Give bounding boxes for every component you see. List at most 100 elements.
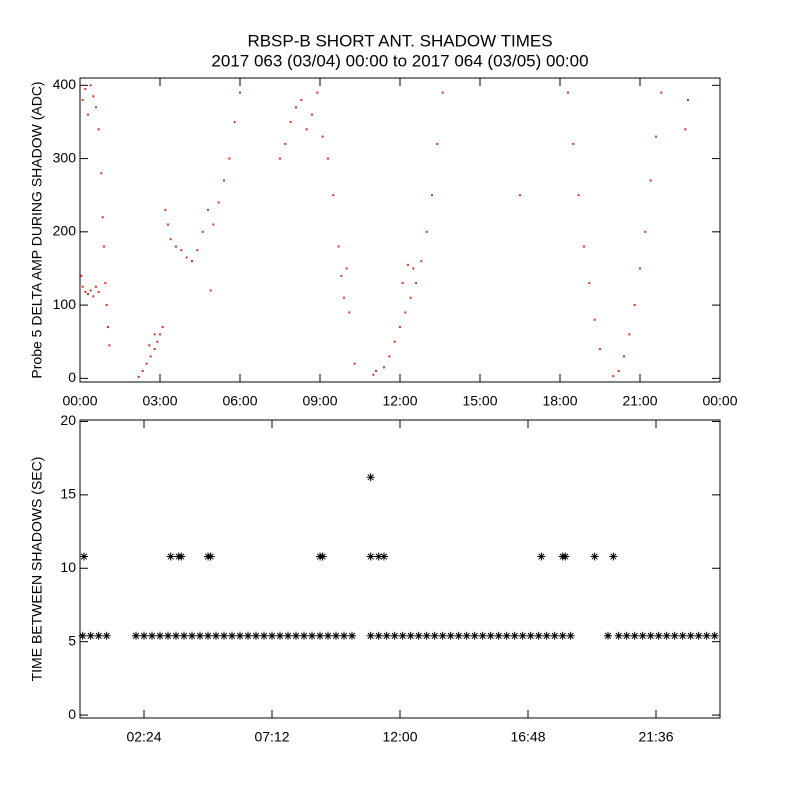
- point: [268, 631, 276, 640]
- point: [567, 91, 569, 94]
- y-tick-label: 15: [60, 486, 76, 502]
- point: [353, 362, 356, 365]
- point: [244, 631, 252, 640]
- point: [196, 631, 204, 640]
- point: [321, 135, 324, 138]
- point: [420, 260, 423, 263]
- x-tick-label: 02:24: [126, 729, 161, 745]
- point: [167, 223, 169, 226]
- point: [393, 340, 396, 343]
- point: [279, 157, 281, 160]
- point: [431, 194, 433, 197]
- point: [343, 296, 345, 299]
- point: [148, 631, 156, 640]
- x-tick-label: 21:36: [638, 729, 673, 745]
- point: [180, 631, 188, 640]
- point: [340, 631, 348, 640]
- point: [612, 375, 615, 378]
- point: [644, 230, 647, 233]
- point: [670, 631, 679, 640]
- point: [577, 194, 580, 197]
- x-tick-label: 00:00: [62, 393, 97, 409]
- point: [140, 631, 148, 640]
- point: [526, 631, 535, 640]
- point: [374, 631, 383, 640]
- point: [97, 128, 100, 131]
- point: [94, 631, 103, 640]
- point: [196, 249, 199, 252]
- point: [84, 290, 87, 293]
- point: [164, 631, 172, 640]
- point: [300, 631, 308, 640]
- point: [156, 631, 164, 640]
- point: [649, 179, 652, 182]
- point: [678, 631, 687, 640]
- point: [81, 98, 84, 101]
- point: [175, 245, 177, 248]
- point: [382, 631, 391, 640]
- point: [148, 344, 151, 347]
- point: [159, 333, 161, 336]
- point: [550, 631, 559, 640]
- point: [534, 631, 543, 640]
- point: [105, 304, 108, 307]
- point: [438, 631, 447, 640]
- point: [166, 552, 175, 561]
- point: [201, 230, 204, 233]
- point: [161, 326, 164, 329]
- point: [185, 256, 188, 259]
- point: [599, 348, 601, 351]
- point: [366, 631, 375, 640]
- point: [137, 375, 140, 378]
- point: [233, 120, 236, 123]
- point: [95, 285, 97, 288]
- point: [415, 282, 417, 285]
- point: [684, 128, 687, 131]
- point: [486, 631, 495, 640]
- point: [212, 223, 215, 226]
- point: [188, 631, 196, 640]
- x-tick-label: 03:00: [142, 393, 177, 409]
- point: [383, 366, 385, 369]
- point: [412, 267, 415, 270]
- point: [95, 106, 97, 109]
- point: [407, 263, 409, 266]
- point: [660, 91, 663, 94]
- point: [710, 631, 719, 640]
- point: [623, 355, 625, 358]
- point: [164, 208, 167, 211]
- point: [662, 631, 671, 640]
- point: [430, 631, 439, 640]
- point: [590, 552, 599, 561]
- point: [399, 326, 401, 329]
- point: [212, 631, 220, 640]
- point: [572, 142, 575, 145]
- point: [324, 631, 332, 640]
- point: [422, 631, 431, 640]
- point: [172, 631, 180, 640]
- point: [494, 631, 503, 640]
- point: [156, 340, 159, 343]
- point: [537, 552, 546, 561]
- point: [252, 631, 260, 640]
- point: [169, 238, 172, 241]
- point: [260, 631, 268, 640]
- point: [401, 282, 404, 285]
- point: [388, 355, 391, 358]
- point: [104, 282, 107, 285]
- point: [588, 282, 591, 285]
- point: [694, 631, 703, 640]
- point: [316, 91, 319, 94]
- point: [414, 631, 423, 640]
- point: [390, 631, 399, 640]
- point: [191, 260, 193, 263]
- point: [409, 296, 412, 299]
- point: [609, 552, 618, 561]
- point: [558, 631, 567, 640]
- point: [638, 631, 647, 640]
- point: [89, 84, 92, 87]
- point: [207, 208, 209, 211]
- x-tick-label: 06:00: [222, 393, 257, 409]
- point: [375, 370, 377, 373]
